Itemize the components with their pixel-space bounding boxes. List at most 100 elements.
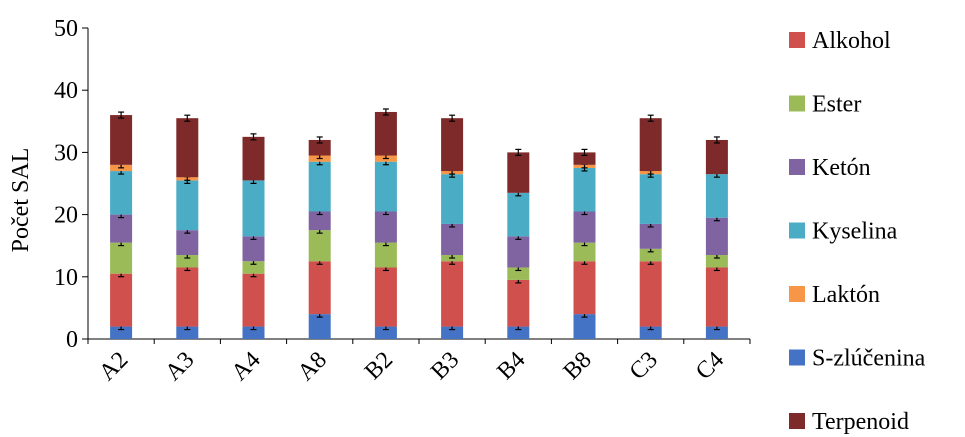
bar-segment (507, 192, 530, 237)
y-tick-label: 20 (54, 203, 78, 229)
legend-item: Terpenoid (789, 409, 909, 435)
bar-segment (507, 236, 530, 268)
legend-item: Ester (789, 92, 861, 118)
bar-segment (639, 118, 662, 172)
bar-segment (374, 267, 397, 327)
error-bar (581, 148, 588, 156)
bar-segment (176, 180, 199, 231)
error-bar (515, 148, 522, 156)
legend-item: Ketón (789, 155, 871, 181)
bar-segment (308, 261, 331, 315)
legend-label: Ester (812, 92, 861, 118)
error-bar (449, 114, 456, 122)
x-tick-label: B4 (492, 347, 530, 385)
bar-segment (242, 236, 265, 262)
bar-segment (374, 111, 397, 156)
bar-segment (573, 167, 596, 212)
bar-segment (705, 217, 728, 256)
legend-swatch (789, 222, 805, 239)
bar-segment (573, 242, 596, 262)
bar-segment (441, 223, 464, 256)
y-tick-label: 10 (54, 265, 78, 291)
bar-segment (639, 326, 662, 339)
error-bar (713, 136, 720, 144)
bar-segment (705, 139, 728, 175)
bar-segment (374, 242, 397, 268)
error-bar (118, 111, 125, 119)
bar-segment (242, 136, 265, 181)
legend: Alkohol Ester Ketón Kyselina Laktón S-zlúčeni… (789, 28, 926, 435)
error-bar (647, 114, 654, 122)
error-bar (316, 136, 323, 144)
y-tick-label: 50 (54, 16, 78, 42)
bar-segment (110, 171, 133, 215)
bar-segment (176, 255, 199, 268)
x-tick-label: C3 (625, 347, 663, 385)
legend-swatch (789, 32, 805, 48)
bar-segment (573, 211, 596, 243)
legend-label: Laktón (812, 282, 880, 308)
bar-segment (705, 255, 728, 268)
bar-segment (705, 326, 728, 339)
bar-segment (374, 211, 397, 243)
legend-item: Kyselina (789, 219, 898, 245)
legend-label: S-zlúčenina (812, 346, 926, 372)
legend-swatch (789, 286, 805, 302)
bar-segment (573, 261, 596, 315)
legend-label: Terpenoid (812, 409, 909, 435)
y-tick-label: 30 (54, 140, 78, 166)
bar-segment (374, 161, 397, 212)
legend-item: Laktón (789, 282, 880, 308)
bar-segment (242, 180, 265, 237)
bar-segment (705, 174, 728, 218)
legend-swatch (789, 349, 805, 366)
bar-segment (308, 139, 331, 156)
bar-segment (242, 261, 265, 274)
x-axis: A2 A3 A4 A8 B2 B3 B4 B8 C3 C4 (87, 338, 751, 386)
bar-segment (242, 326, 265, 339)
legend-item: S-zlúčenina (789, 346, 926, 372)
legend-item: Alkohol (789, 28, 891, 54)
bar-segment (308, 230, 331, 262)
bar-segment (176, 118, 199, 178)
bar-segment (573, 314, 596, 339)
bar-segment (176, 267, 199, 327)
legend-label: Alkohol (812, 28, 891, 54)
bar-segment (441, 174, 464, 224)
y-axis-title: Počet SAL (8, 148, 34, 253)
bar-segment (110, 273, 133, 327)
bar-segment (705, 267, 728, 327)
legend-swatch (789, 95, 805, 112)
error-bar (184, 114, 191, 122)
x-tick-label: B8 (559, 347, 597, 385)
bar-segment (507, 326, 530, 339)
legend-swatch (789, 159, 805, 175)
bar-segment (639, 174, 662, 224)
x-tick-label: A2 (94, 347, 133, 386)
bar-segment (176, 326, 199, 339)
bar-segment (441, 118, 464, 172)
x-tick-label: A8 (293, 347, 332, 386)
bar-segment (639, 223, 662, 249)
y-tick-label: 0 (66, 327, 78, 353)
bar-segment (573, 152, 596, 165)
bar-segment (110, 115, 133, 165)
bars-group (110, 108, 728, 339)
bar-segment (110, 242, 133, 274)
bar-segment (308, 161, 331, 212)
bar-segment (441, 326, 464, 339)
error-bar (382, 108, 389, 116)
bar-segment (507, 152, 530, 193)
x-tick-label: C4 (691, 347, 729, 385)
x-tick-label: A3 (160, 347, 199, 386)
bar-segment (507, 267, 530, 280)
bar-segment (441, 261, 464, 327)
x-tick-label: B3 (426, 347, 464, 385)
error-bar (250, 133, 257, 141)
bar-segment (110, 214, 133, 243)
legend-label: Kyselina (812, 219, 898, 245)
bar-segment (507, 279, 530, 327)
bar-segment (110, 326, 133, 339)
bar-segment (308, 211, 331, 231)
